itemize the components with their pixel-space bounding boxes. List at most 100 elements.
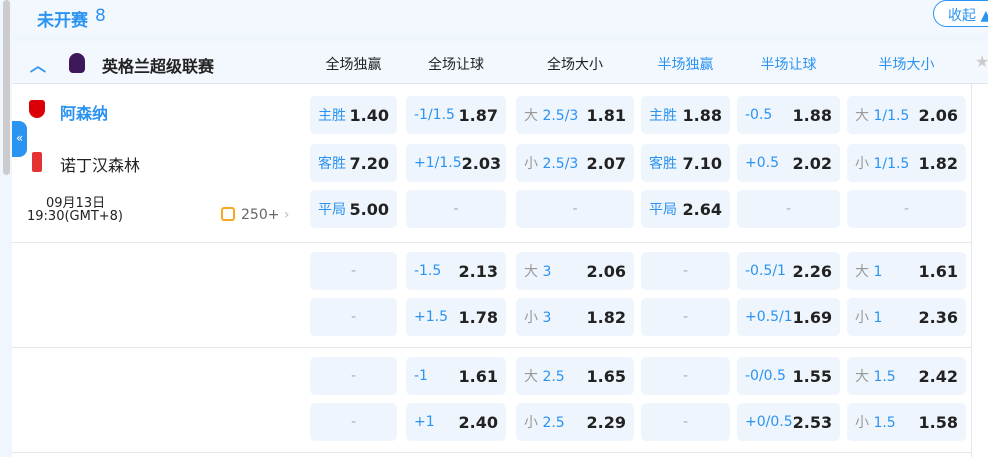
collapse-button[interactable]: 收起 ▲	[933, 0, 988, 27]
line-value: 1/1.5	[873, 156, 910, 172]
away-team[interactable]: 诺丁汉森林	[60, 156, 141, 175]
line-value: 2.5	[542, 369, 565, 385]
arsenal-logo-icon	[29, 100, 45, 118]
odds-cell[interactable]: -	[641, 252, 730, 290]
odds-cell[interactable]: 平局 5.00	[310, 190, 397, 228]
odds-cell[interactable]: -	[310, 298, 397, 336]
more-markets-link[interactable]: 250+ ›	[241, 207, 290, 223]
odds-value: 2.64	[682, 199, 722, 219]
league-name: 英格兰超级联赛	[102, 57, 215, 76]
odds-value: 2.36	[918, 307, 958, 327]
star-icon[interactable]: ★	[975, 52, 988, 71]
collapse-label: 收起	[948, 8, 976, 24]
odds-label: +1	[414, 414, 435, 430]
odds-cell[interactable]: -	[310, 252, 397, 290]
odds-cell[interactable]: 客胜 7.10	[641, 144, 730, 182]
empty-odds: -	[453, 201, 459, 217]
divider	[12, 452, 972, 453]
home-team[interactable]: 阿森纳	[60, 104, 109, 123]
odds-value: 1.65	[586, 366, 626, 386]
column-header: 半场独赢	[657, 57, 714, 73]
over-under-label: 小	[855, 415, 869, 431]
odds-cell[interactable]: -0.5 1.88	[737, 96, 840, 134]
odds-label: 平局	[649, 202, 677, 218]
empty-odds: -	[903, 201, 910, 217]
odds-value: 2.29	[586, 412, 626, 432]
odds-label: 客胜	[318, 156, 346, 172]
column-header: 半场让球	[760, 57, 817, 73]
odds-cell[interactable]: +0.5 2.02	[737, 144, 840, 182]
odds-cell[interactable]: -	[641, 298, 730, 336]
odds-cell[interactable]: -	[641, 403, 730, 441]
odds-cell[interactable]: -	[641, 357, 730, 395]
empty-odds: -	[350, 368, 357, 384]
odds-cell[interactable]: -0.5/1 2.26	[737, 252, 840, 290]
odds-cell[interactable]: 小 1/1.5 1.82	[847, 144, 966, 182]
over-under-label: 大	[855, 108, 869, 124]
odds-label: 小 1/1.5	[855, 153, 909, 173]
odds-cell[interactable]: 平局 2.64	[641, 190, 730, 228]
odds-cell[interactable]: 小 2.5/3 2.07	[516, 144, 634, 182]
over-under-label: 大	[524, 264, 538, 280]
odds-cell[interactable]: 大 2.5 1.65	[516, 357, 634, 395]
odds-label: -0/0.5	[745, 368, 786, 384]
section-title: 未开赛	[37, 11, 88, 31]
odds-value: 7.20	[349, 153, 389, 173]
odds-cell[interactable]: -	[516, 190, 634, 228]
match-date: 09月13日	[46, 196, 106, 211]
odds-cell[interactable]: -	[310, 357, 397, 395]
over-under-label: 大	[855, 369, 869, 385]
odds-cell[interactable]: +0/0.5 2.53	[737, 403, 840, 441]
odds-cell[interactable]: -	[406, 190, 506, 228]
over-under-label: 小	[855, 310, 869, 326]
empty-odds: -	[785, 201, 792, 217]
odds-value: 2.53	[792, 412, 833, 432]
odds-value: 1.40	[349, 105, 389, 125]
odds-cell[interactable]: -	[737, 190, 840, 228]
line-value: 1	[873, 310, 883, 326]
scrollbar[interactable]	[3, 0, 10, 175]
odds-cell[interactable]: 主胜 1.40	[310, 96, 397, 134]
odds-cell[interactable]: 大 1 1.61	[847, 252, 966, 290]
over-under-label: 小	[524, 310, 538, 326]
odds-cell[interactable]: -1 1.61	[406, 357, 506, 395]
odds-cell[interactable]: 小 1 2.36	[847, 298, 966, 336]
odds-label: 大 2.5/3	[524, 105, 578, 125]
odds-value: 2.06	[586, 261, 626, 281]
odds-cell[interactable]: -1/1.5 1.87	[406, 96, 506, 134]
odds-cell[interactable]: +1 2.40	[406, 403, 506, 441]
odds-list-icon	[221, 207, 235, 221]
odds-cell[interactable]: 主胜 1.88	[641, 96, 730, 134]
odds-value: 1.58	[918, 412, 958, 432]
odds-cell[interactable]: -	[847, 190, 966, 228]
odds-cell[interactable]: 客胜 7.20	[310, 144, 397, 182]
odds-cell[interactable]: -	[310, 403, 397, 441]
odds-value: 7.10	[682, 153, 722, 173]
odds-label: +0.5	[745, 155, 779, 171]
odds-cell[interactable]: 小 1.5 1.58	[847, 403, 966, 441]
league-header	[12, 42, 988, 84]
odds-label: 小 2.5/3	[524, 153, 578, 173]
odds-cell[interactable]: 大 2.5/3 1.81	[516, 96, 634, 134]
odds-cell[interactable]: 大 1/1.5 2.06	[847, 96, 966, 134]
odds-cell[interactable]: 大 3 2.06	[516, 252, 634, 290]
odds-value: 5.00	[349, 199, 389, 219]
line-value: 2.5/3	[542, 108, 579, 124]
expand-sidebar-button[interactable]: «	[12, 121, 27, 157]
odds-cell[interactable]: +1.5 1.78	[406, 298, 506, 336]
odds-cell[interactable]: 小 2.5 2.29	[516, 403, 634, 441]
odds-label: 客胜	[649, 156, 677, 172]
odds-cell[interactable]: -0/0.5 1.55	[737, 357, 840, 395]
odds-label: 大 3	[524, 261, 551, 281]
odds-cell[interactable]: 大 1.5 2.42	[847, 357, 966, 395]
odds-label: 大 1/1.5	[855, 105, 909, 125]
odds-value: 2.06	[918, 105, 958, 125]
odds-label: -0.5	[745, 107, 773, 123]
odds-cell[interactable]: -1.5 2.13	[406, 252, 506, 290]
odds-label: 主胜	[318, 108, 346, 124]
odds-cell[interactable]: 小 3 1.82	[516, 298, 634, 336]
odds-cell[interactable]: +1/1.5 2.03	[406, 144, 506, 182]
chevron-up-icon[interactable]: ︿	[30, 56, 47, 75]
odds-value: 2.40	[458, 412, 498, 432]
odds-cell[interactable]: +0.5/1 1.69	[737, 298, 840, 336]
